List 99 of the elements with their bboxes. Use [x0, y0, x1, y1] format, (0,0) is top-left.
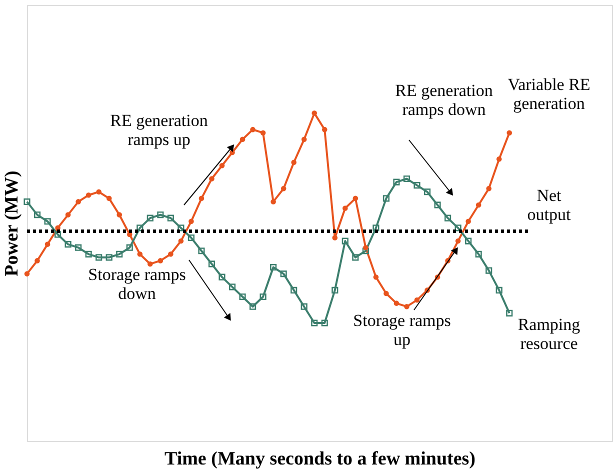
point [146, 214, 154, 222]
point [362, 248, 369, 254]
point [250, 126, 256, 132]
point [260, 130, 266, 136]
point [167, 214, 174, 222]
point [384, 290, 389, 296]
point [486, 186, 492, 192]
point [188, 234, 195, 242]
y-axis-title: Power (MW) [2, 170, 22, 276]
point [332, 235, 338, 240]
point [228, 284, 236, 290]
point [44, 218, 51, 225]
point [249, 303, 256, 310]
point [126, 244, 133, 251]
point [44, 242, 50, 247]
point [403, 175, 410, 182]
point [312, 110, 318, 116]
point [198, 196, 204, 202]
point [75, 244, 82, 251]
point [24, 271, 30, 276]
point [106, 254, 112, 261]
point [414, 297, 420, 303]
point [290, 286, 298, 294]
point [239, 293, 246, 300]
point [291, 160, 296, 165]
point [342, 206, 348, 211]
point [188, 218, 194, 224]
point [424, 188, 431, 196]
point [219, 162, 225, 168]
point [209, 176, 214, 182]
annotation: Storage ramps up [353, 311, 451, 349]
point [466, 218, 471, 224]
point [311, 320, 318, 326]
point [496, 286, 502, 294]
point [178, 224, 184, 232]
point [137, 252, 143, 257]
point [454, 224, 462, 232]
series-label: Variable RE generation [508, 75, 590, 113]
point [270, 264, 277, 271]
point [218, 274, 226, 280]
point [96, 189, 102, 194]
point [24, 198, 30, 205]
point [382, 195, 390, 202]
point [168, 252, 174, 257]
point [86, 192, 92, 198]
point [270, 199, 276, 204]
point [65, 212, 71, 218]
point [414, 182, 420, 189]
point [300, 303, 308, 310]
point [301, 136, 307, 142]
point [496, 156, 502, 162]
point [394, 300, 400, 306]
point [198, 248, 205, 254]
ref-line-label: Net output [527, 186, 571, 224]
point [373, 274, 379, 280]
point [54, 231, 62, 238]
point [506, 310, 513, 316]
point [116, 212, 122, 218]
point [85, 250, 92, 258]
point [96, 254, 102, 261]
point [76, 199, 81, 204]
point [332, 286, 338, 294]
point [64, 241, 72, 248]
point [280, 186, 286, 192]
point [404, 304, 410, 310]
point [34, 258, 40, 264]
point [260, 293, 266, 300]
point [178, 238, 184, 244]
point [465, 238, 472, 244]
point [136, 224, 144, 232]
point [363, 244, 368, 250]
point [352, 254, 359, 261]
x-axis-title: Time (Many seconds to a few minutes) [164, 448, 476, 470]
series-label: Ramping resource [518, 315, 581, 353]
point [342, 238, 348, 244]
point [506, 130, 512, 136]
point [475, 250, 482, 258]
point [158, 258, 164, 264]
point [240, 136, 246, 142]
point [444, 214, 452, 222]
point [322, 126, 328, 132]
point [208, 260, 216, 268]
point [476, 202, 482, 208]
point [434, 202, 441, 208]
point [352, 196, 358, 202]
annotation: Storage ramps down [88, 265, 186, 303]
point [372, 224, 380, 232]
point [280, 270, 287, 278]
point [116, 250, 123, 258]
point [106, 196, 112, 202]
point [157, 212, 164, 218]
point [148, 261, 153, 267]
annotation: RE generation ramps down [395, 81, 494, 119]
point [455, 238, 461, 244]
point [486, 267, 492, 274]
point [321, 320, 328, 326]
point [34, 212, 41, 218]
annotation: RE generation ramps up [110, 111, 208, 149]
point [393, 178, 400, 186]
